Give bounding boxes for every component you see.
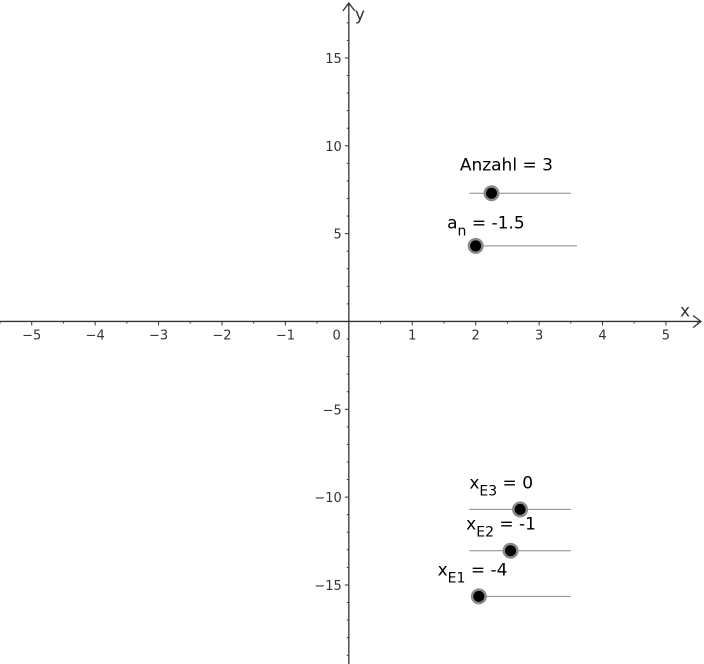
x-tick-label: −5 xyxy=(22,328,41,343)
y-tick-label: −15 xyxy=(314,579,341,594)
y-axis-label: y xyxy=(355,5,365,25)
slider-anzahl[interactable]: Anzahl = 3 xyxy=(460,155,571,202)
slider-label-value: = -4 xyxy=(465,560,507,580)
slider-knob[interactable] xyxy=(486,187,498,199)
x-tick-label: 1 xyxy=(408,328,416,343)
x-tick-label: −1 xyxy=(276,328,295,343)
slider-knob[interactable] xyxy=(473,590,485,602)
slider-label: an = -1.5 xyxy=(447,213,525,239)
x-axis-arrow-icon xyxy=(692,314,703,328)
y-axis-arrow-icon xyxy=(342,1,356,12)
slider-x_e2[interactable]: xE2 = -1 xyxy=(466,515,571,559)
slider-knob[interactable] xyxy=(505,545,517,557)
x-tick-label: −4 xyxy=(86,328,105,343)
x-tick-label: 3 xyxy=(535,328,543,343)
slider-label-subscript: n xyxy=(458,223,467,239)
slider-label-name: x xyxy=(466,515,476,535)
slider-label-name: x xyxy=(469,473,479,493)
slider-label: xE3 = 0 xyxy=(469,473,533,499)
slider-label-value: = -1 xyxy=(494,515,536,535)
slider-label-value: = 0 xyxy=(497,473,533,493)
y-tick-label: −10 xyxy=(314,491,341,506)
slider-label-subscript: E3 xyxy=(479,483,497,499)
axis-ticks: −5 −4 −3 −2 −1 1 2 3 4 5 0 −15 −10 −5 5 10 15 xyxy=(0,4,699,656)
slider-label-name: a xyxy=(447,213,457,233)
slider-knob[interactable] xyxy=(514,503,526,515)
slider-label: xE1 = -4 xyxy=(438,560,508,586)
origin-label: 0 xyxy=(333,328,341,343)
slider-label-name: Anzahl xyxy=(460,155,517,175)
slider-label: xE2 = -1 xyxy=(466,515,536,541)
slider-label-subscript: E2 xyxy=(476,525,494,541)
slider-label-value: = 3 xyxy=(517,155,553,175)
slider-a_n[interactable]: an = -1.5 xyxy=(447,213,578,254)
y-tick-label: −5 xyxy=(323,403,342,418)
y-tick-label: 15 xyxy=(325,52,342,67)
x-tick-label: 5 xyxy=(662,328,670,343)
x-tick-label: 2 xyxy=(472,328,480,343)
slider-label-value: = -1.5 xyxy=(466,213,524,233)
x-tick-label: 4 xyxy=(598,328,606,343)
slider-x_e3[interactable]: xE3 = 0 xyxy=(469,473,571,518)
slider-label: Anzahl = 3 xyxy=(460,155,553,175)
slider-label-name: x xyxy=(438,560,448,580)
slider-x_e1[interactable]: xE1 = -4 xyxy=(438,560,571,605)
x-tick-label: −3 xyxy=(149,328,168,343)
y-tick-label: 5 xyxy=(334,228,342,243)
slider-label-subscript: E1 xyxy=(448,570,466,586)
x-axis-label: x xyxy=(680,301,690,321)
y-tick-label: 10 xyxy=(325,140,342,155)
slider-knob[interactable] xyxy=(470,240,482,252)
x-tick-label: −2 xyxy=(212,328,231,343)
